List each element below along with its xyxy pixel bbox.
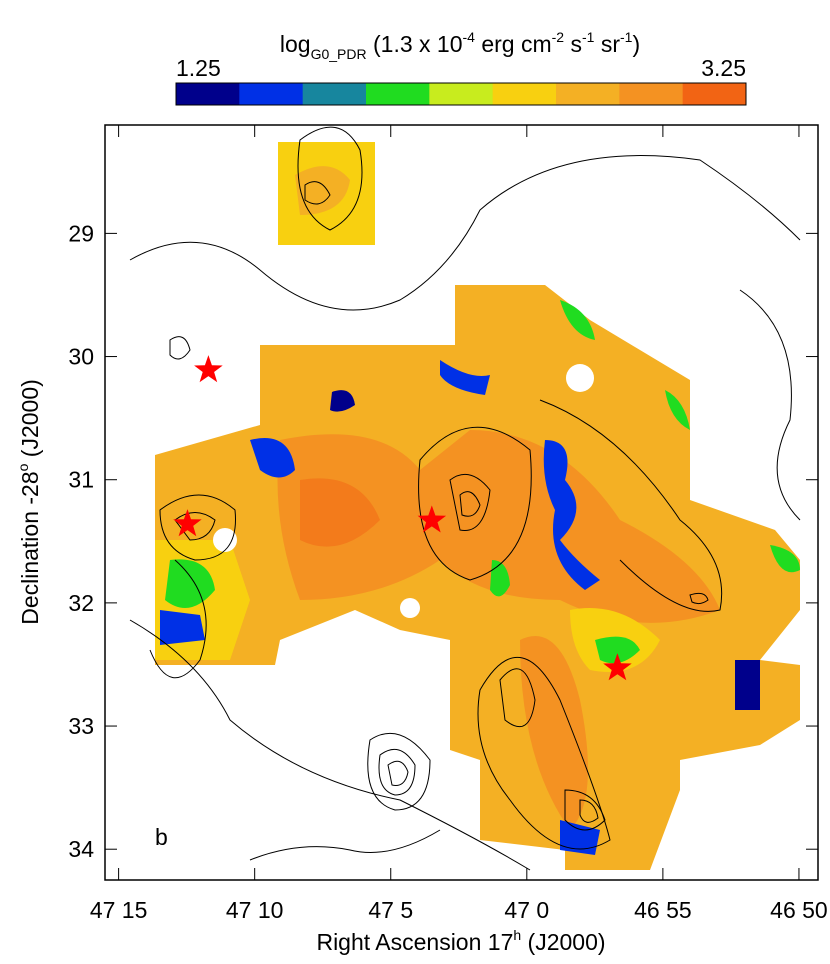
x-tick-label: 46 55	[634, 897, 692, 923]
plot-frame	[104, 124, 819, 881]
x-tick-label: 47 15	[90, 897, 148, 923]
x-tick-label: 47 0	[504, 897, 549, 923]
colorbar-swatch	[429, 83, 494, 105]
colorbar-swatch	[619, 83, 684, 105]
contours	[129, 126, 801, 871]
colorbar-swatch	[176, 83, 240, 105]
y-tick-label: 33	[68, 713, 94, 739]
colorbar-frame	[175, 82, 747, 106]
colorbar-swatch	[239, 83, 304, 105]
panel-label: b	[155, 824, 168, 850]
y-tick-label: 32	[68, 590, 94, 616]
star-marker	[194, 355, 223, 383]
colorbar-swatch	[302, 83, 367, 105]
colorbar-swatch	[556, 83, 620, 105]
star-marker	[603, 653, 632, 681]
colorbar-swatch	[682, 83, 747, 105]
colorbar-min-label: 1.25	[176, 55, 221, 81]
x-tick-label: 47 5	[368, 897, 413, 923]
y-tick-label: 30	[68, 344, 94, 370]
x-tick-label: 46 50	[770, 897, 828, 923]
colorbar-title: logG0_PDR (1.3 x 10-4 erg cm-2 s-1 sr-1)	[280, 29, 640, 62]
intensity-map	[155, 142, 800, 870]
y-axis-label: Declination -28o (J2000)	[15, 379, 43, 625]
y-tick-label: 34	[68, 836, 94, 862]
y-tick-label: 29	[68, 220, 94, 246]
colorbar-swatch	[366, 83, 430, 105]
y-tick-label: 31	[68, 467, 94, 493]
star-marker	[173, 509, 202, 537]
star-marker	[417, 505, 447, 533]
colorbar	[175, 82, 747, 106]
colorbar-swatch	[492, 83, 557, 105]
x-tick-label: 47 10	[226, 897, 284, 923]
x-axis-label: Right Ascension 17h (J2000)	[316, 927, 605, 955]
colorbar-max-label: 3.25	[701, 55, 746, 81]
